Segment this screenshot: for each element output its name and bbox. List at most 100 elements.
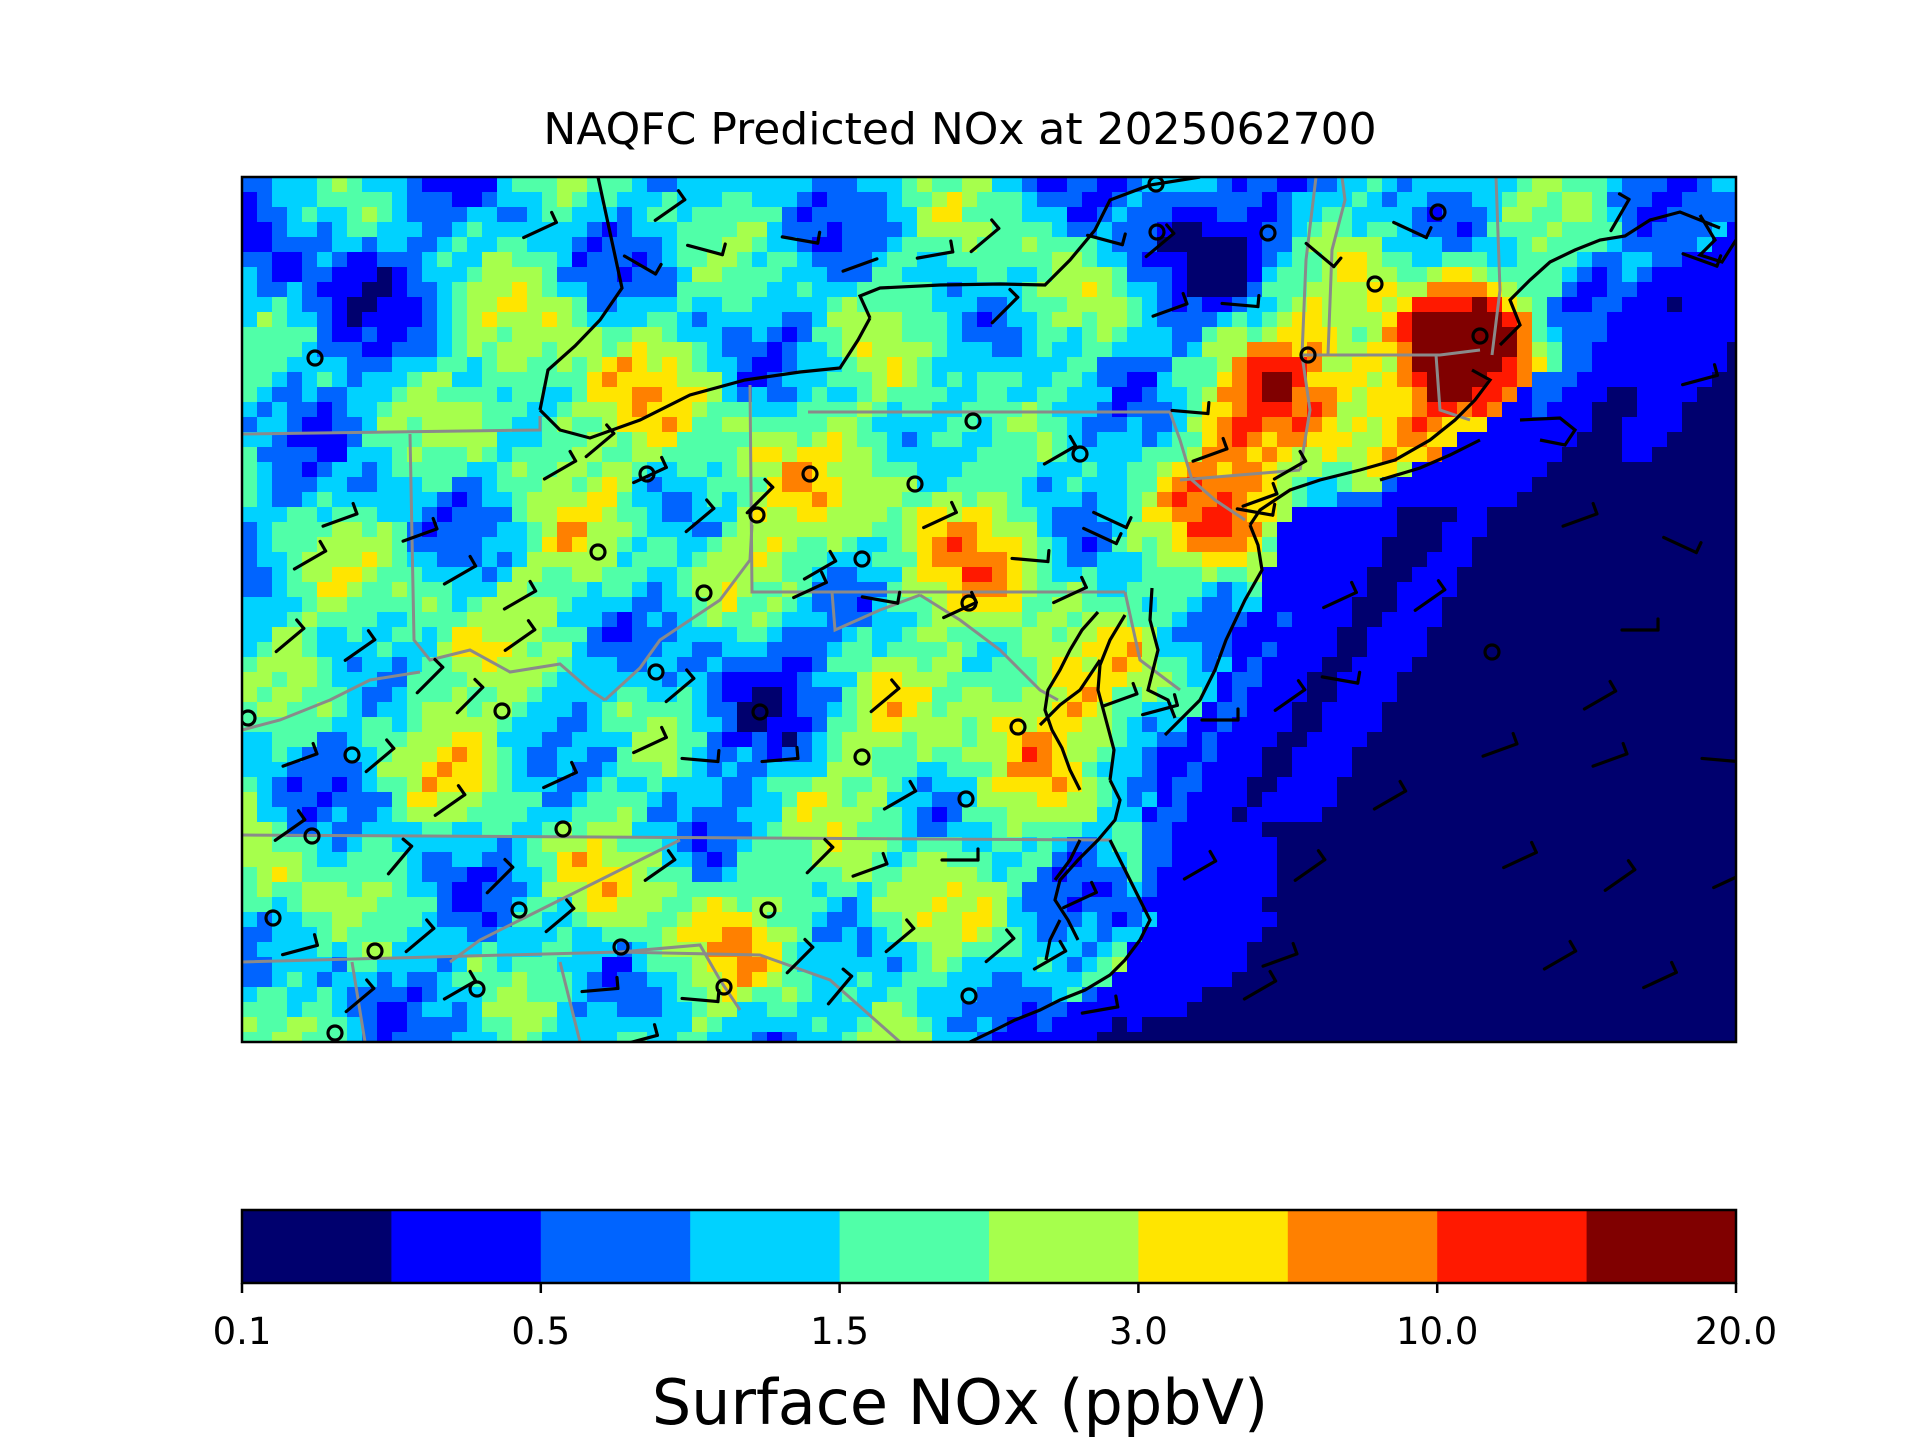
field-cell [872, 567, 888, 583]
field-cell [572, 342, 588, 358]
field-cell [662, 612, 678, 628]
field-cell [1052, 192, 1068, 208]
field-cell [707, 642, 723, 658]
field-cell [1217, 672, 1233, 688]
field-cell [587, 387, 603, 403]
field-cell [1067, 267, 1083, 283]
field-cell [1112, 447, 1128, 463]
field-cell [782, 582, 798, 598]
field-cell [1517, 627, 1533, 643]
field-cell [767, 252, 783, 268]
field-cell [512, 237, 528, 253]
field-cell [1727, 342, 1736, 358]
field-cell [1547, 342, 1563, 358]
field-cell [392, 297, 408, 313]
field-cell [1517, 327, 1533, 343]
field-cell [377, 717, 393, 733]
field-cell [917, 447, 933, 463]
field-cell [602, 522, 618, 538]
field-cell [767, 492, 783, 508]
field-cell [1652, 432, 1668, 448]
field-cell [1187, 762, 1203, 778]
field-cell [1427, 327, 1443, 343]
field-cell [812, 807, 828, 823]
field-cell [557, 912, 573, 928]
field-cell [1292, 822, 1308, 838]
field-cell [497, 462, 513, 478]
field-cell [1007, 897, 1023, 913]
field-cell [827, 252, 843, 268]
field-cell [617, 582, 633, 598]
field-cell [407, 777, 423, 793]
field-cell [782, 762, 798, 778]
field-cell [437, 447, 453, 463]
field-cell [347, 357, 363, 373]
field-cell [1637, 312, 1653, 328]
field-cell [317, 417, 333, 433]
field-cell [287, 687, 303, 703]
field-cell [452, 747, 468, 763]
field-cell [1622, 252, 1638, 268]
field-cell [557, 537, 573, 553]
field-cell [1367, 612, 1383, 628]
field-cell [422, 402, 438, 418]
field-cell [647, 447, 663, 463]
field-cell [1022, 852, 1038, 868]
field-cell [1607, 192, 1623, 208]
field-cell [692, 417, 708, 433]
field-cell [302, 867, 318, 883]
field-cell [572, 642, 588, 658]
field-cell [1697, 582, 1713, 598]
field-cell [1277, 252, 1293, 268]
field-cell [1202, 702, 1218, 718]
field-cell [617, 822, 633, 838]
field-cell [1142, 537, 1158, 553]
field-cell [602, 717, 618, 733]
field-cell [1262, 552, 1278, 568]
field-cell [527, 552, 543, 568]
field-cell [437, 837, 453, 853]
field-cell [557, 357, 573, 373]
field-cell [1547, 717, 1563, 733]
field-cell [1217, 897, 1233, 913]
field-cell [1232, 492, 1248, 508]
field-cell [377, 462, 393, 478]
field-cell [407, 882, 423, 898]
field-cell [1352, 687, 1368, 703]
field-cell [1547, 762, 1563, 778]
field-cell [617, 762, 633, 778]
field-cell [1382, 762, 1398, 778]
field-cell [872, 807, 888, 823]
field-cell [1412, 522, 1428, 538]
field-cell [917, 207, 933, 223]
field-cell [542, 552, 558, 568]
field-cell [1172, 267, 1188, 283]
field-cell [752, 807, 768, 823]
field-cell [527, 762, 543, 778]
field-cell [362, 192, 378, 208]
field-cell [1727, 762, 1736, 778]
field-cell [1472, 492, 1488, 508]
field-cell [392, 477, 408, 493]
field-cell [1052, 327, 1068, 343]
field-cell [1652, 582, 1668, 598]
field-cell [1382, 717, 1398, 733]
field-cell [1532, 297, 1548, 313]
field-cell [1037, 852, 1053, 868]
field-cell [692, 552, 708, 568]
field-cell [1187, 507, 1203, 523]
field-cell [287, 222, 303, 238]
field-cell [947, 837, 963, 853]
field-cell [737, 732, 753, 748]
field-cell [902, 612, 918, 628]
field-cell [452, 402, 468, 418]
field-cell [1472, 297, 1488, 313]
field-cell [422, 582, 438, 598]
field-cell [587, 222, 603, 238]
field-cell [752, 567, 768, 583]
field-cell [317, 282, 333, 298]
field-cell [872, 912, 888, 928]
field-cell [257, 807, 273, 823]
field-cell [1502, 687, 1518, 703]
field-cell [902, 342, 918, 358]
